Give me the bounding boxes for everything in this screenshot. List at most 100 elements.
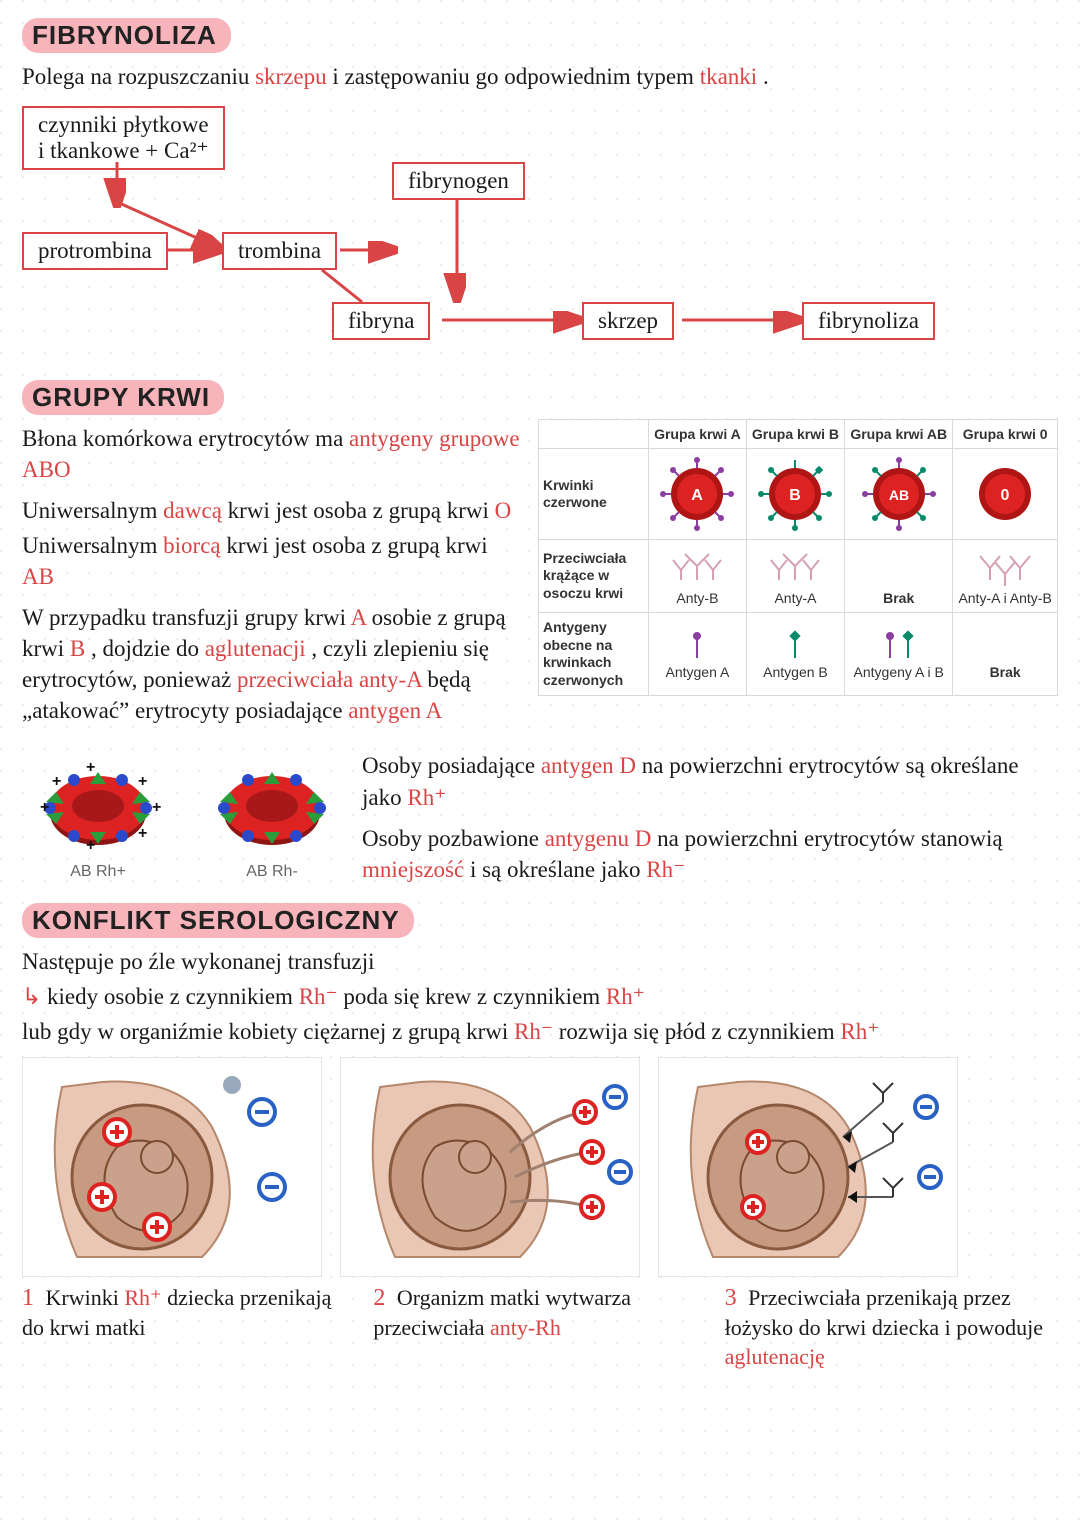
- svg-text:+: +: [138, 825, 147, 842]
- step-number: 2: [373, 1285, 385, 1311]
- text-highlight: Rh⁺: [407, 785, 446, 810]
- pregnancy-stage-1-icon: [22, 1057, 322, 1277]
- text: .: [763, 64, 769, 89]
- s3-p1: Następuje po źle wykonanej transfuzji: [22, 946, 1058, 977]
- cell-label: Brak: [849, 590, 948, 606]
- antibody-icon: [970, 546, 1040, 590]
- text-highlight: antygen D: [541, 753, 636, 778]
- section-title-grupy: GRUPY KRWI: [22, 380, 224, 415]
- text-highlight: dawcą: [163, 498, 222, 523]
- antibody-icon: [667, 546, 727, 590]
- text-highlight: antygenu D: [545, 826, 652, 851]
- svg-text:+: +: [138, 773, 147, 790]
- cell-label: Anty-B: [653, 590, 742, 606]
- text: Uniwersalnym: [22, 533, 163, 558]
- antibody-icon: [765, 546, 825, 590]
- row-head: Krwinki czerwone: [539, 449, 649, 540]
- text: i są określane jako: [470, 857, 646, 882]
- text-highlight: przeciwciała anty-A: [237, 667, 422, 692]
- text: W przypadku transfuzji grupy krwi: [22, 605, 351, 630]
- svg-text:+: +: [86, 837, 95, 854]
- serology-steps: 1 Krwinki Rh⁺ dziecka przenikają do krwi…: [22, 1283, 1058, 1371]
- step-2: 2 Organizm matki wytwarza przeciwciała a…: [373, 1283, 706, 1371]
- rh-pos-label: AB Rh+: [28, 863, 168, 881]
- rbc-b-icon: B: [756, 455, 834, 533]
- s3-p3: lub gdy w organiźmie kobiety ciężarnej z…: [22, 1016, 1058, 1047]
- text: poda się krew z czynnikiem: [343, 984, 606, 1009]
- text: rozwija się płód z czynnikiem: [559, 1019, 841, 1044]
- text-highlight: anty-Rh: [490, 1315, 561, 1340]
- abo-line: Błona komórkowa erytrocytów ma antygeny …: [22, 423, 524, 485]
- text: Błona komórkowa erytrocytów ma: [22, 426, 349, 451]
- text-highlight: Rh⁺: [124, 1285, 161, 1310]
- svg-text:A: A: [692, 487, 704, 504]
- text: Osoby posiadające: [362, 753, 541, 778]
- col-head: Grupa krwi B: [746, 420, 844, 449]
- rh-cells: +++++++ AB Rh+ AB Rh-: [28, 758, 342, 881]
- step-1: 1 Krwinki Rh⁺ dziecka przenikają do krwi…: [22, 1283, 355, 1371]
- col-head: Grupa krwi AB: [845, 420, 953, 449]
- text: Krwinki: [46, 1285, 125, 1310]
- text-highlight: biorcą: [163, 533, 220, 558]
- svg-text:0: 0: [1001, 487, 1010, 504]
- text: na powierzchni erytrocytów stanowią: [657, 826, 1003, 851]
- text-highlight: skrzepu: [255, 64, 327, 89]
- cell-label: Anty-A: [751, 590, 840, 606]
- rh-text-2: Osoby pozbawione antygenu D na powierzch…: [362, 823, 1058, 885]
- col-head: Grupa krwi 0: [953, 420, 1058, 449]
- cell-label: Antygen A: [653, 664, 742, 680]
- text-highlight: mniejszość: [362, 857, 464, 882]
- step-3: 3 Przeciwciała przenikają przez łożysko …: [725, 1283, 1058, 1371]
- text: Polega na rozpuszczaniu: [22, 64, 255, 89]
- antigen-icon: [775, 628, 815, 664]
- svg-text:AB: AB: [889, 487, 909, 503]
- text: Osoby pozbawione: [362, 826, 545, 851]
- text-highlight: Rh⁺: [840, 1019, 879, 1044]
- svg-text:+: +: [152, 799, 161, 816]
- cell-label: Brak: [957, 664, 1053, 680]
- svg-text:+: +: [40, 799, 49, 816]
- text-highlight: Rh⁻: [514, 1019, 553, 1044]
- s3-p2: ↳ kiedy osobie z czynnikiem Rh⁻ poda się…: [22, 981, 1058, 1012]
- transfusion-para: W przypadku transfuzji grupy krwi A osob…: [22, 602, 524, 726]
- text: i zastępowaniu go odpowiednim typem: [332, 64, 699, 89]
- svg-text:B: B: [790, 487, 802, 504]
- section-title-konflikt: KONFLIKT SEROLOGICZNY: [22, 903, 414, 938]
- pregnancy-diagrams: [22, 1057, 1058, 1277]
- cell-label: Antygeny A i B: [849, 664, 948, 680]
- text: Uniwersalnym: [22, 498, 163, 523]
- text: Przeciwciała przenikają przez łożysko do…: [725, 1285, 1043, 1340]
- svg-text:+: +: [86, 759, 95, 776]
- step-number: 3: [725, 1285, 737, 1311]
- text-highlight: A: [351, 605, 366, 630]
- flow-arrows: [22, 102, 1062, 362]
- step-number: 1: [22, 1285, 34, 1311]
- donor-line: Uniwersalnym dawcą krwi jest osoba z gru…: [22, 495, 524, 526]
- text: kiedy osobie z czynnikiem: [47, 984, 299, 1009]
- row-head: Antygeny obecne na krwinkach czerwonych: [539, 613, 649, 696]
- text-highlight: O: [495, 498, 512, 523]
- rbc-o-icon: 0: [966, 455, 1044, 533]
- text-highlight: B: [70, 636, 85, 661]
- text-highlight: aglutenację: [725, 1344, 825, 1369]
- text: lub gdy w organiźmie kobiety ciężarnej z…: [22, 1019, 514, 1044]
- rh-text-1: Osoby posiadające antygen D na powierzch…: [362, 750, 1058, 812]
- flowchart: czynniki płytkowe i tkankowe + Ca²⁺ prot…: [22, 102, 1058, 372]
- rh-neg-label: AB Rh-: [202, 863, 342, 881]
- row-head: Przeciwciała krążące w osoczu krwi: [539, 540, 649, 613]
- intro-paragraph: Polega na rozpuszczaniu skrzepu i zastęp…: [22, 61, 1058, 92]
- text-highlight: aglutenacji: [205, 636, 306, 661]
- text-highlight: antygen A: [348, 698, 442, 723]
- text-highlight: tkanki: [700, 64, 758, 89]
- svg-text:+: +: [52, 773, 61, 790]
- recipient-line: Uniwersalnym biorcą krwi jest osoba z gr…: [22, 530, 524, 592]
- text-highlight: Rh⁺: [606, 984, 645, 1009]
- text: , dojdzie do: [91, 636, 205, 661]
- rbc-ab-icon: AB: [860, 455, 938, 533]
- rh-pos-cell-icon: +++++++: [28, 758, 168, 858]
- text: krwi jest osoba z grupą krwi: [226, 533, 487, 558]
- text-highlight: Rh⁻: [646, 857, 685, 882]
- text-highlight: Rh⁻: [299, 984, 338, 1009]
- cell-label: Anty-A i Anty-B: [957, 590, 1053, 606]
- section-title-fibrynoliza: FIBRYNOLIZA: [22, 18, 231, 53]
